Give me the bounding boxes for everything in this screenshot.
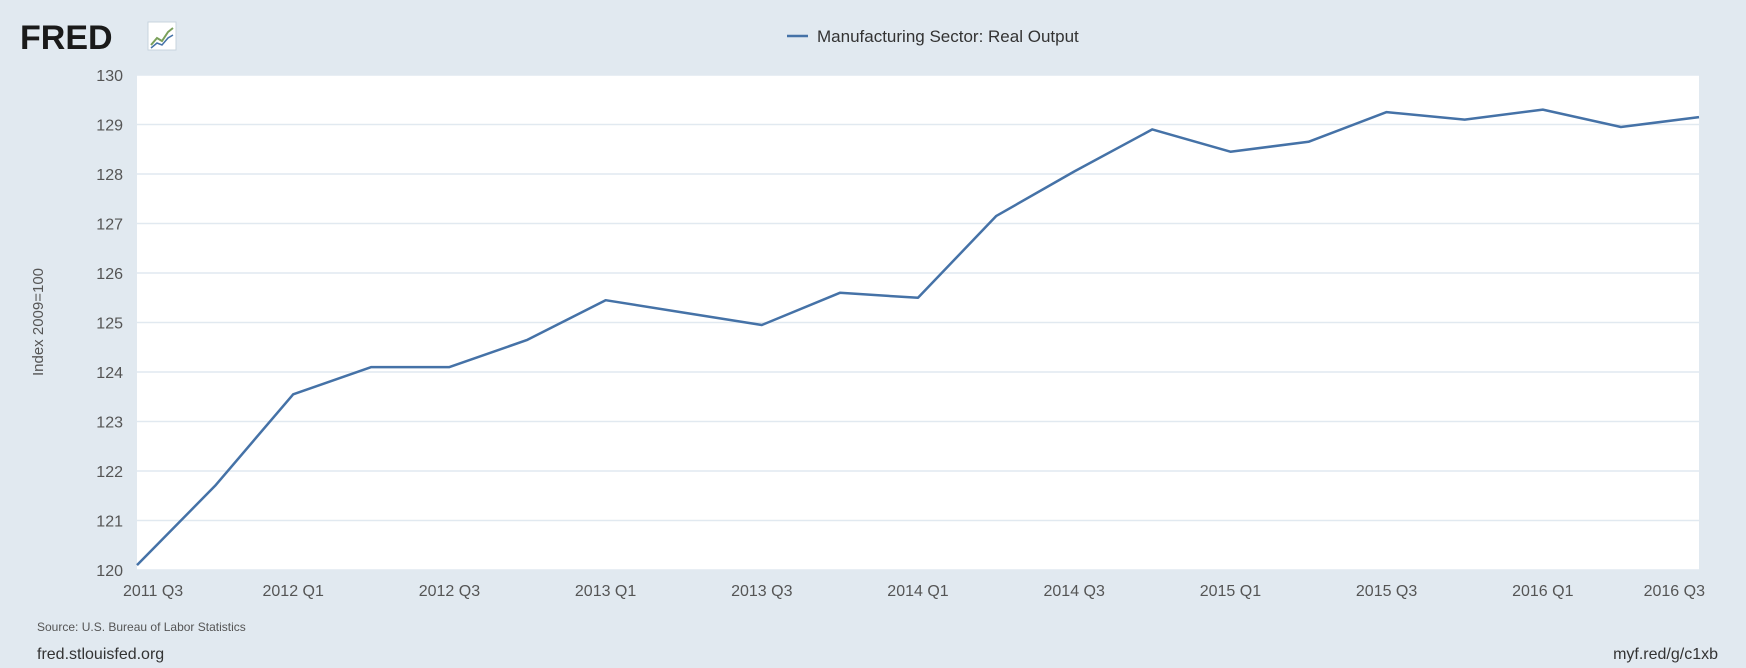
data-point[interactable] [602, 296, 610, 304]
data-point[interactable] [680, 309, 688, 317]
fred-logo-graph-icon [147, 21, 177, 51]
data-point[interactable] [367, 363, 375, 371]
y-tick-label: 121 [96, 514, 123, 531]
y-tick-label: 120 [96, 563, 123, 580]
x-axis-ticks: 2011 Q3 2012 Q1 2012 Q3 2013 Q1 2013 Q3 2014 … [123, 583, 1705, 600]
series-line[interactable] [136, 108, 1700, 566]
y-tick-label: 126 [96, 266, 123, 283]
x-tick-label: 2015 Q1 [1200, 583, 1261, 600]
data-point[interactable] [992, 212, 1000, 220]
x-tick-label: 2015 Q3 [1356, 583, 1417, 600]
source-note: Source: U.S. Bureau of Labor Statistics [37, 620, 246, 634]
site-link[interactable]: fred.stlouisfed.org [37, 646, 164, 663]
legend[interactable]: Manufacturing Sector: Real Output [787, 27, 1079, 46]
x-tick-label: 2013 Q3 [731, 583, 792, 600]
y-tick-label: 127 [96, 217, 123, 234]
data-point[interactable] [758, 321, 766, 329]
data-point[interactable] [1226, 148, 1234, 156]
data-point[interactable] [836, 289, 844, 297]
x-tick-label: 2014 Q3 [1044, 583, 1105, 600]
data-point[interactable] [1070, 168, 1078, 176]
y-tick-label: 129 [96, 118, 123, 135]
y-tick-label: 124 [96, 365, 123, 382]
x-tick-label: 2016 Q1 [1512, 583, 1573, 600]
data-point[interactable] [524, 336, 532, 344]
data-point[interactable] [1539, 106, 1547, 114]
data-point[interactable] [1695, 113, 1703, 121]
fred-logo[interactable]: FRED [20, 19, 177, 57]
data-point[interactable] [133, 561, 141, 569]
data-point[interactable] [211, 482, 219, 490]
series-group [133, 106, 1703, 569]
x-tick-label: 2014 Q1 [887, 583, 948, 600]
y-tick-label: 128 [96, 167, 123, 184]
data-point[interactable] [1148, 125, 1156, 133]
x-tick-label: 2013 Q1 [575, 583, 636, 600]
y-axis-ticks: 120 121 122 123 124 125 126 127 128 129 130 [96, 68, 123, 580]
y-tick-label: 125 [96, 316, 123, 333]
legend-series-label: Manufacturing Sector: Real Output [817, 27, 1079, 46]
data-point[interactable] [1617, 123, 1625, 131]
x-tick-label: 2012 Q3 [419, 583, 480, 600]
y-tick-label: 122 [96, 464, 123, 481]
x-tick-label: 2012 Q1 [263, 583, 324, 600]
short-link[interactable]: myf.red/g/c1xb [1613, 646, 1718, 663]
x-tick-label: 2016 Q3 [1644, 583, 1705, 600]
data-point[interactable] [1383, 108, 1391, 116]
y-axis-label: Index 2009=100 [30, 268, 47, 376]
grid-lines [137, 74, 1699, 571]
y-tick-label: 130 [96, 68, 123, 85]
data-point[interactable] [1461, 116, 1469, 124]
data-point[interactable] [445, 363, 453, 371]
y-tick-label: 123 [96, 415, 123, 432]
data-point[interactable] [289, 390, 297, 398]
data-point[interactable] [914, 294, 922, 302]
x-tick-label: 2011 Q3 [123, 583, 183, 600]
data-point[interactable] [1305, 138, 1313, 146]
fred-logo-text: FRED [20, 19, 113, 57]
